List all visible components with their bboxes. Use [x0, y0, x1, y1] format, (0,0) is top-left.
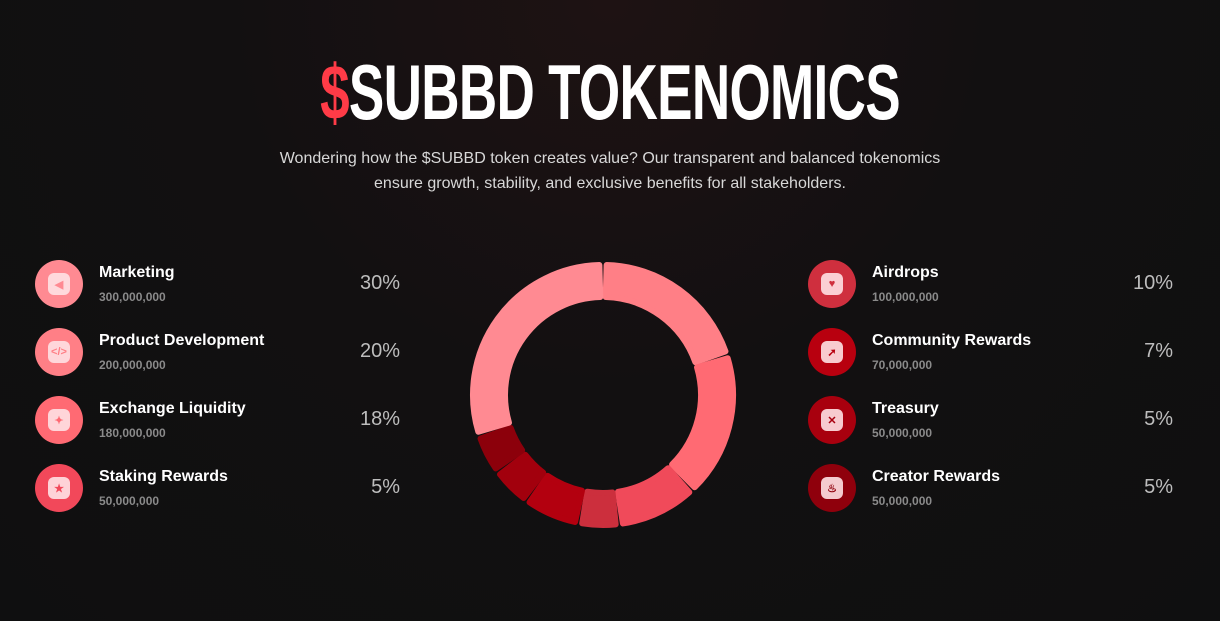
allocation-name: Treasury [872, 400, 939, 417]
allocation-amount: 70,000,000 [872, 358, 933, 372]
allocation-item: ➚ Community Rewards 70,000,000 7% [808, 328, 1173, 378]
allocation-percent: 18% [359, 408, 400, 430]
title-text: SUBBD TOKENOMICS [348, 48, 901, 136]
allocation-item: ◀ Marketing 300,000,000 30% [35, 260, 400, 310]
allocation-item: ★ Staking Rewards 50,000,000 5% [35, 464, 400, 514]
allocation-percent: 5% [371, 476, 400, 498]
allocation-amount: 100,000,000 [872, 290, 939, 304]
rocket-icon: ➚ [808, 328, 856, 376]
allocation-amount: 50,000,000 [872, 494, 933, 508]
vault-icon: ✕ [808, 396, 856, 444]
allocation-name: Product Development [99, 332, 265, 349]
allocation-item: ♥ Airdrops 100,000,000 10% [808, 260, 1173, 310]
donut-segment-marketing [470, 262, 604, 435]
star-coin-icon: ★ [35, 464, 83, 512]
icon-glyph: ✦ [48, 409, 70, 431]
allocation-item: ✕ Treasury 50,000,000 5% [808, 396, 1173, 446]
allocation-amount: 300,000,000 [99, 290, 166, 304]
drops-icon: ✦ [35, 396, 83, 444]
donut-segment-airdrops [614, 465, 693, 527]
flame-icon: ♨ [808, 464, 856, 512]
donut-segment-staking-rewards [579, 488, 619, 528]
allocation-item: ♨ Creator Rewards 50,000,000 5% [808, 464, 1173, 514]
allocation-amount: 50,000,000 [872, 426, 933, 440]
allocation-percent: 30% [359, 272, 400, 294]
gift-heart-icon: ♥ [808, 260, 856, 308]
allocation-percent: 5% [1144, 476, 1173, 498]
allocation-percent: 5% [1144, 408, 1173, 430]
icon-glyph: ♥ [821, 273, 843, 295]
donut-segment-community-rewards [526, 472, 585, 525]
icon-glyph: ♨ [821, 477, 843, 499]
donut-segment-creator-rewards [477, 424, 526, 472]
allocation-percent: 20% [359, 340, 400, 362]
subtitle: Wondering how the $SUBBD token creates v… [279, 150, 941, 192]
donut-segment-exchange-liquidity [669, 355, 736, 491]
code-icon: </> [35, 328, 83, 376]
allocation-name: Community Rewards [872, 332, 1032, 349]
icon-glyph: ◀ [48, 273, 70, 295]
icon-glyph: ✕ [821, 409, 843, 431]
allocation-name: Marketing [99, 264, 175, 281]
icon-glyph: ★ [48, 477, 70, 499]
donut-segment-product-development [602, 262, 729, 366]
allocation-name: Creator Rewards [872, 468, 1001, 485]
allocation-name: Exchange Liquidity [99, 400, 246, 417]
megaphone-icon: ◀ [35, 260, 83, 308]
allocation-percent: 10% [1132, 272, 1173, 294]
icon-glyph: ➚ [821, 341, 843, 363]
icon-glyph: </> [48, 341, 70, 363]
title-dollar: $ [320, 48, 350, 136]
allocation-name: Airdrops [872, 264, 939, 281]
allocation-amount: 180,000,000 [99, 426, 166, 440]
allocation-percent: 7% [1144, 340, 1173, 362]
page-title: $SUBBD TOKENOMICS [195, 52, 1025, 132]
allocation-amount: 50,000,000 [99, 494, 160, 508]
donut-segment-treasury [497, 451, 547, 501]
allocation-item: </> Product Development 200,000,000 20% [35, 328, 400, 378]
allocation-name: Staking Rewards [99, 468, 228, 485]
allocation-amount: 200,000,000 [99, 358, 166, 372]
allocation-item: ✦ Exchange Liquidity 180,000,000 18% [35, 396, 400, 446]
tokenomics-donut-chart [470, 262, 736, 528]
